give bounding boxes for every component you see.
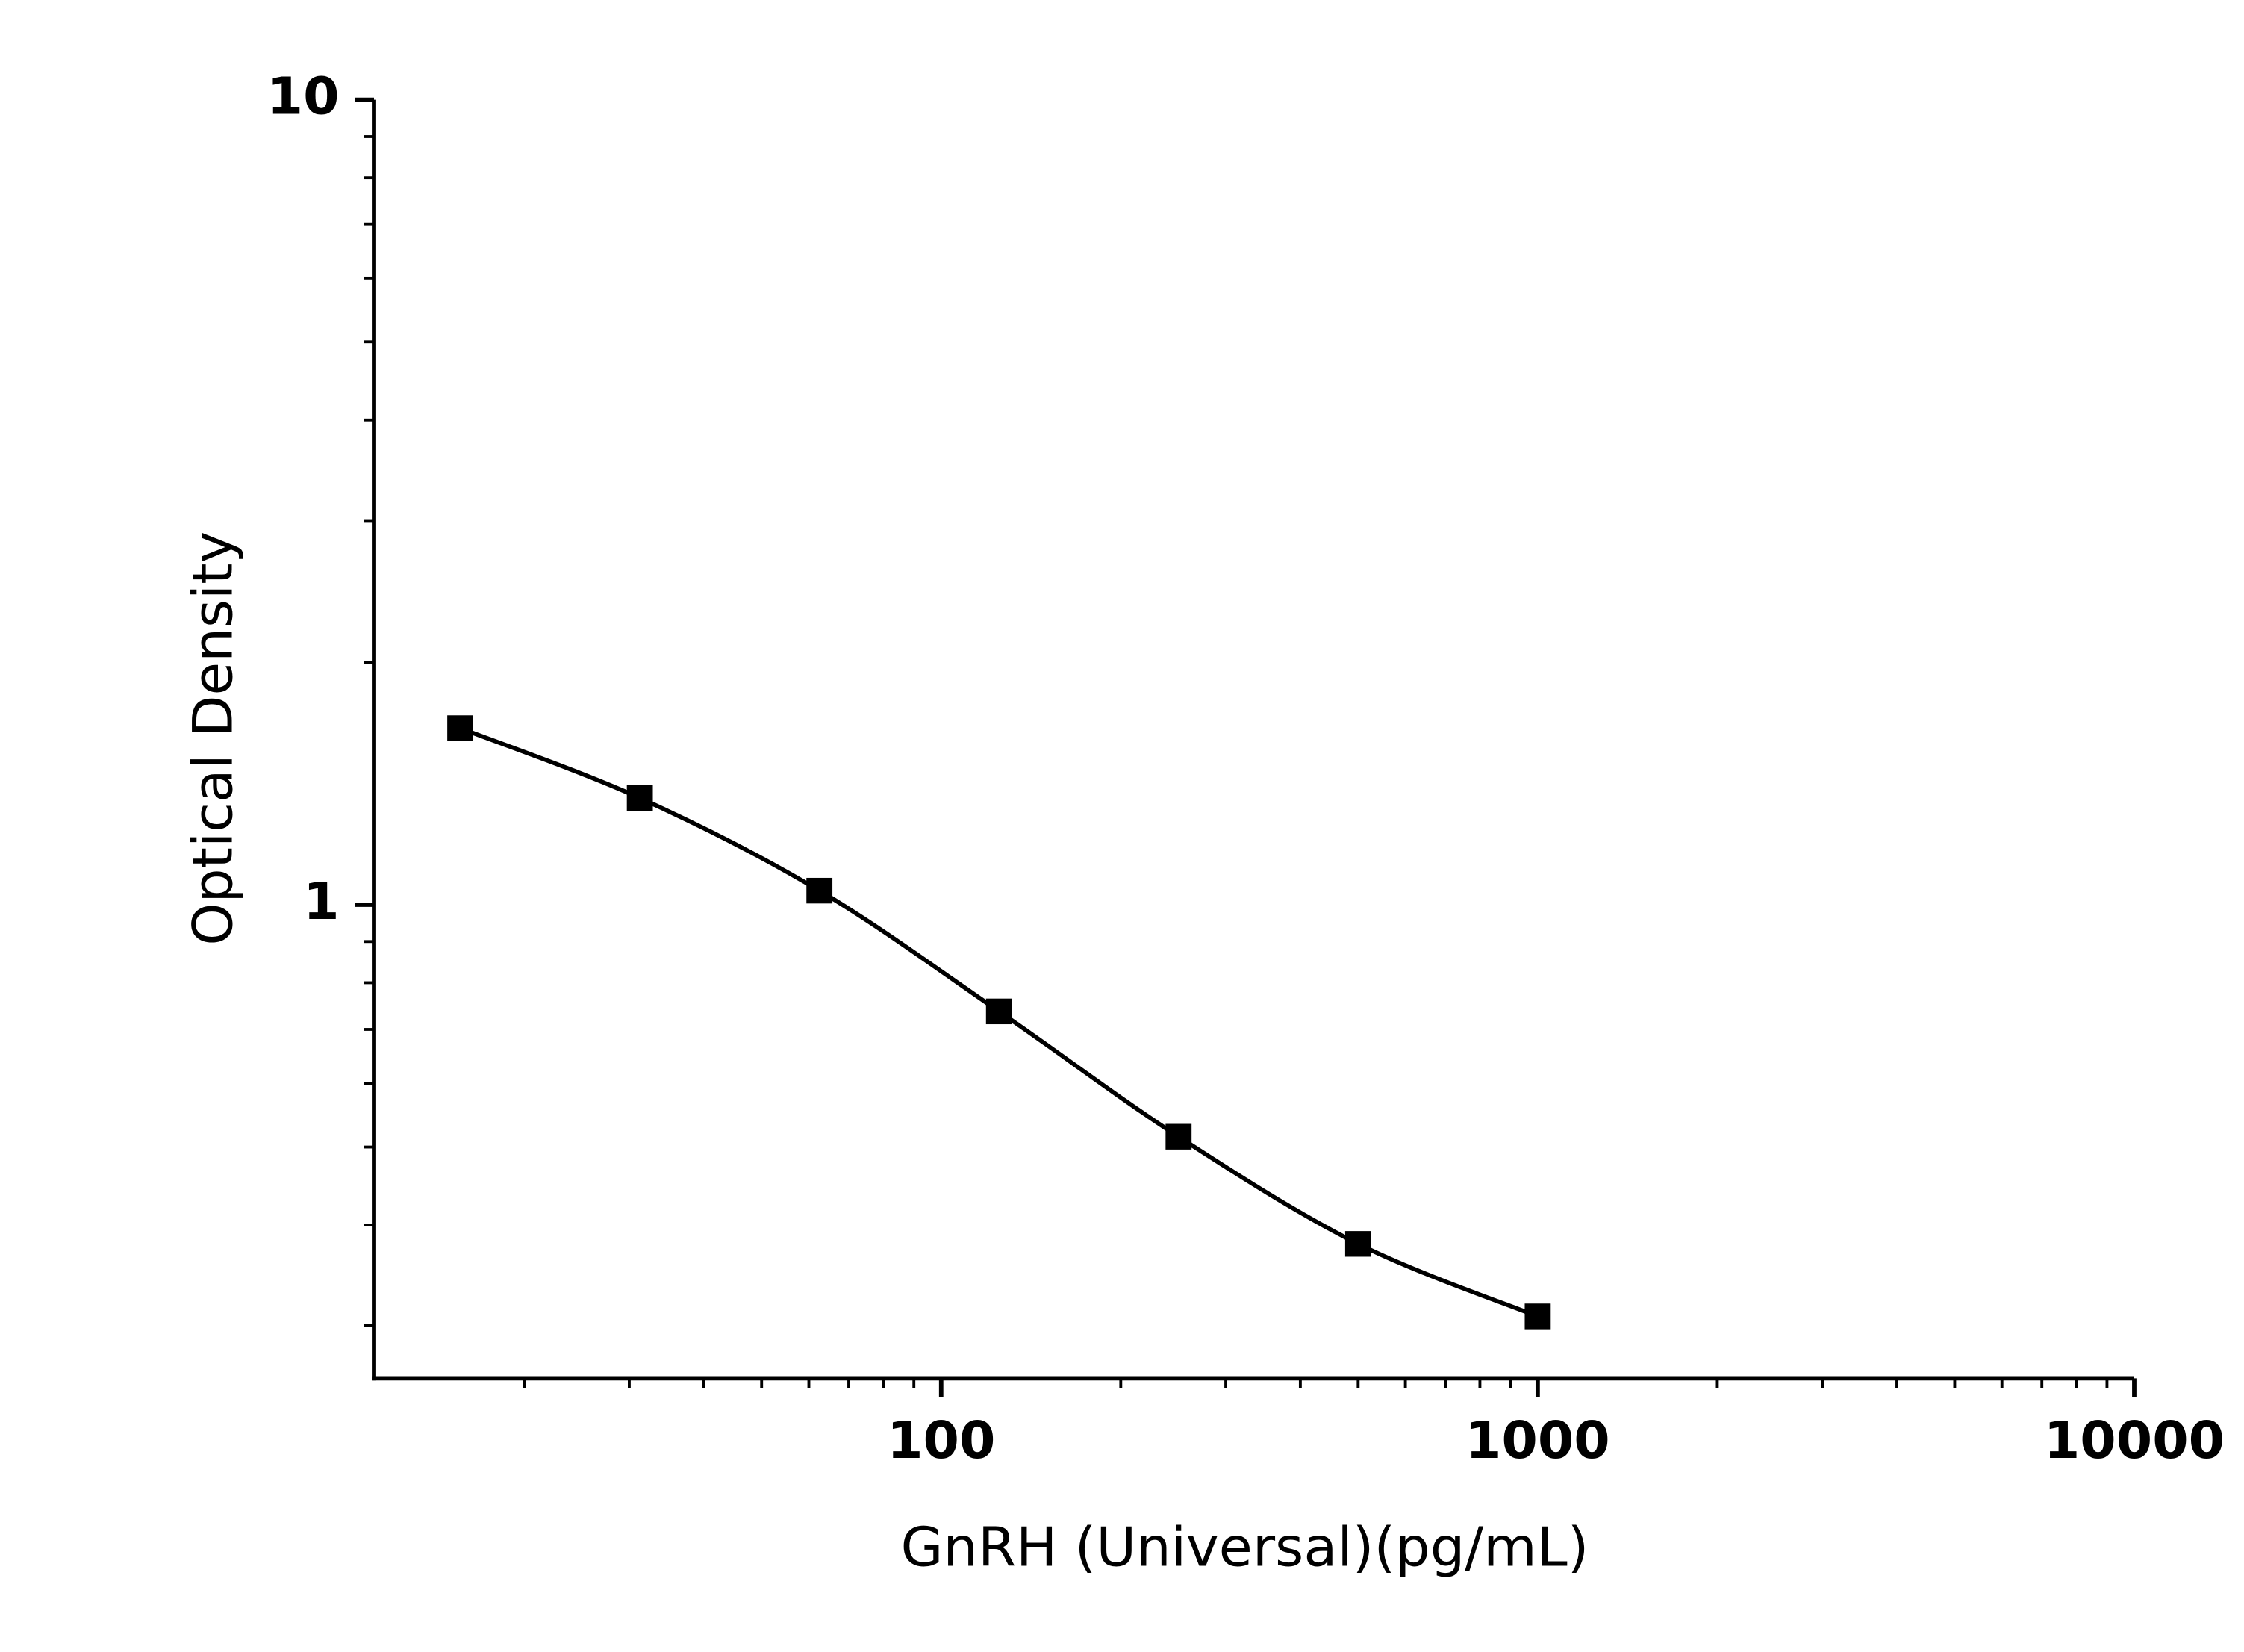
y-tick-label: 1 xyxy=(303,872,339,931)
data-point xyxy=(985,998,1012,1025)
data-point xyxy=(1165,1123,1192,1150)
x-axis-title: GnRH (Universal)(pg/mL) xyxy=(900,1516,1589,1579)
data-point xyxy=(1344,1231,1371,1257)
y-tick-label: 10 xyxy=(267,67,340,126)
x-tick-label: 100 xyxy=(887,1412,995,1471)
data-point xyxy=(806,877,833,904)
x-tick-label: 10000 xyxy=(2044,1412,2225,1471)
y-axis-title: Optical Density xyxy=(181,532,246,946)
x-tick-label: 1000 xyxy=(1465,1412,1610,1471)
data-point xyxy=(1524,1303,1551,1330)
data-point xyxy=(626,785,653,811)
data-point xyxy=(447,715,473,741)
